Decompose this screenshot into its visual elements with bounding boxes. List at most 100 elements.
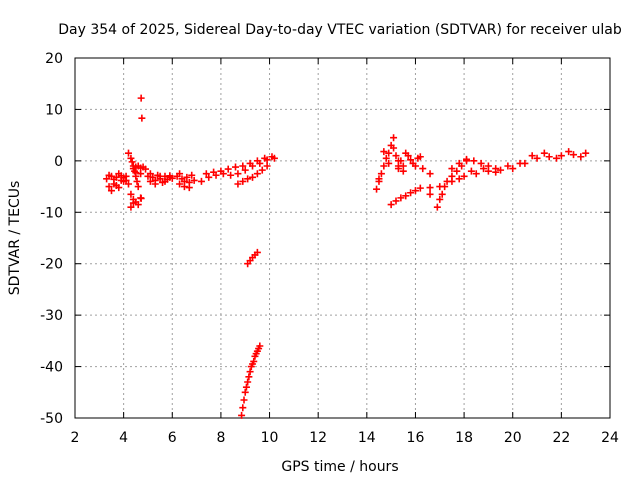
data-point (110, 175, 118, 183)
data-point (217, 167, 225, 175)
x-tick-label: 16 (407, 430, 425, 446)
x-tick-label: 8 (216, 430, 225, 446)
data-point (570, 151, 578, 159)
y-tick-label: -30 (40, 308, 63, 324)
data-point (122, 176, 130, 184)
series-cluster-6.2-6.9 (173, 170, 198, 192)
data-point (125, 180, 132, 188)
data-point (246, 159, 254, 167)
data-point (246, 368, 254, 376)
data-point (390, 134, 398, 142)
data-point (241, 166, 249, 174)
data-point (234, 180, 242, 188)
series-cluster-15.3-16.3 (394, 149, 427, 173)
data-point (504, 162, 512, 170)
data-point (190, 176, 198, 184)
series-pass-9.1-9.5 (244, 248, 261, 268)
data-point (402, 192, 410, 200)
data-point (128, 158, 136, 166)
data-point (438, 190, 446, 198)
x-tick-label: 20 (504, 430, 522, 446)
y-axis-label: SDTVAR / TECUs (7, 181, 23, 296)
data-point (202, 170, 210, 178)
series-pass-15.0-16.2 (387, 184, 424, 209)
y-tick-label: -10 (40, 205, 63, 221)
data-point (134, 201, 142, 209)
y-tick-label: -50 (40, 411, 63, 427)
data-point (239, 404, 247, 412)
data-point (253, 157, 261, 165)
data-point (125, 149, 132, 157)
grid-lines (75, 58, 610, 418)
data-point (176, 170, 184, 178)
x-tick-label: 14 (358, 430, 376, 446)
series-rising-17.0-23.0 (436, 148, 590, 191)
x-tick-label: 18 (455, 430, 473, 446)
data-point (565, 148, 573, 156)
data-point (553, 154, 560, 162)
data-point (411, 162, 419, 170)
series-rising-7.2-10.2 (197, 153, 278, 185)
data-point (433, 203, 441, 211)
data-point (397, 194, 405, 202)
y-tick-label: -40 (40, 360, 63, 376)
data-point (253, 170, 261, 178)
data-point (127, 190, 135, 198)
data-point (239, 162, 247, 170)
data-point (176, 180, 184, 188)
data-point (138, 114, 146, 122)
data-point (467, 167, 475, 175)
series-outliers-4.7 (137, 94, 146, 202)
data-point (455, 175, 463, 183)
data-point (557, 152, 565, 160)
data-point (411, 187, 419, 195)
data-point (117, 172, 125, 180)
x-tick-label: 10 (261, 430, 279, 446)
data-point (385, 159, 393, 167)
data-point (385, 149, 393, 157)
data-point (227, 171, 235, 179)
data-point (533, 154, 541, 162)
data-point (380, 162, 388, 170)
data-point (183, 173, 191, 181)
y-tick-label: 20 (45, 51, 63, 67)
data-point (151, 180, 159, 188)
data-point (477, 159, 485, 167)
data-point (249, 173, 257, 181)
data-point (453, 167, 461, 175)
data-point (224, 165, 232, 173)
x-tick-label: 4 (119, 430, 128, 446)
data-point (582, 149, 590, 157)
series-lower-8.7-10.0 (234, 162, 271, 188)
data-point (137, 94, 145, 102)
data-point (180, 177, 188, 185)
data-point (256, 342, 264, 350)
x-axis-label: GPS time / hours (281, 459, 398, 475)
data-point (253, 248, 261, 256)
data-point (250, 357, 258, 365)
data-point (205, 173, 213, 181)
data-point (419, 165, 427, 173)
data-point (261, 154, 269, 162)
data-point (166, 173, 174, 181)
data-point (127, 154, 135, 162)
data-point (497, 166, 505, 174)
data-point (484, 162, 492, 170)
data-point (426, 170, 434, 178)
x-axis-ticks: 2 4 6 8 10 12 14 16 18 20 22 24 (71, 58, 619, 446)
data-point (392, 197, 400, 205)
data-point (470, 157, 478, 165)
data-point (105, 171, 113, 179)
data-point (185, 184, 193, 192)
data-point (244, 175, 252, 183)
data-point (472, 170, 480, 178)
series-cluster-14.4-15.5 (373, 134, 407, 193)
plot-frame (74, 57, 611, 419)
data-point (394, 157, 402, 165)
data-point (132, 169, 140, 177)
data-point (516, 159, 524, 167)
data-point (448, 165, 456, 173)
series-upper-17.5-19.5 (448, 155, 500, 173)
data-point (416, 153, 424, 161)
